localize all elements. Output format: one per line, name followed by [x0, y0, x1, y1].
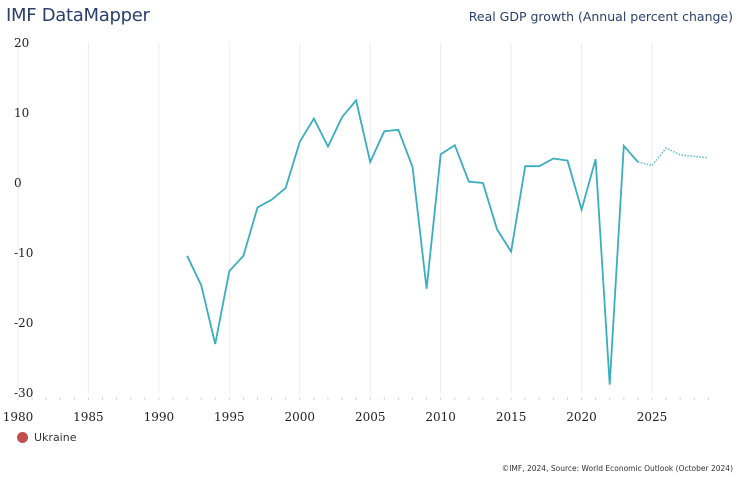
y-tick-label: -10: [14, 246, 33, 260]
y-tick-label: 10: [14, 106, 29, 120]
y-axis-ticks: 20 10 0 -10 -20 -30: [14, 36, 33, 400]
x-tick-label: 2025: [637, 410, 668, 424]
y-tick-label: -30: [14, 386, 33, 400]
y-tick-label: -20: [14, 316, 33, 330]
x-axis-ticks: 1980 1985 1990 1995 2000 2005 2010 2015 2020 2025: [3, 397, 709, 424]
projection-line-ukraine: [637, 147, 709, 167]
grid-lines: [17, 43, 653, 393]
x-tick-label: 2015: [496, 410, 527, 424]
y-tick-label: 0: [14, 176, 22, 190]
series-line-ukraine: [186, 98, 639, 385]
legend[interactable]: Ukraine: [17, 431, 76, 444]
x-tick-label: 2010: [425, 410, 456, 424]
x-tick-label: 1995: [214, 410, 245, 424]
x-tick-label: 2000: [285, 410, 316, 424]
x-tick-label: 2020: [566, 410, 597, 424]
legend-marker-ukraine: [17, 432, 28, 443]
source-credit: ©IMF, 2024, Source: World Economic Outlo…: [501, 464, 733, 473]
series-lines: [186, 98, 709, 385]
x-tick-label: 1985: [73, 410, 104, 424]
x-tick-label: 1980: [3, 410, 34, 424]
x-tick-label: 2005: [355, 410, 386, 424]
brand-title: IMF DataMapper: [6, 5, 150, 26]
x-tick-label: 1990: [144, 410, 175, 424]
legend-label-ukraine[interactable]: Ukraine: [34, 431, 77, 444]
y-tick-label: 20: [14, 36, 29, 50]
indicator-title[interactable]: Real GDP growth (Annual percent change): [468, 9, 733, 24]
